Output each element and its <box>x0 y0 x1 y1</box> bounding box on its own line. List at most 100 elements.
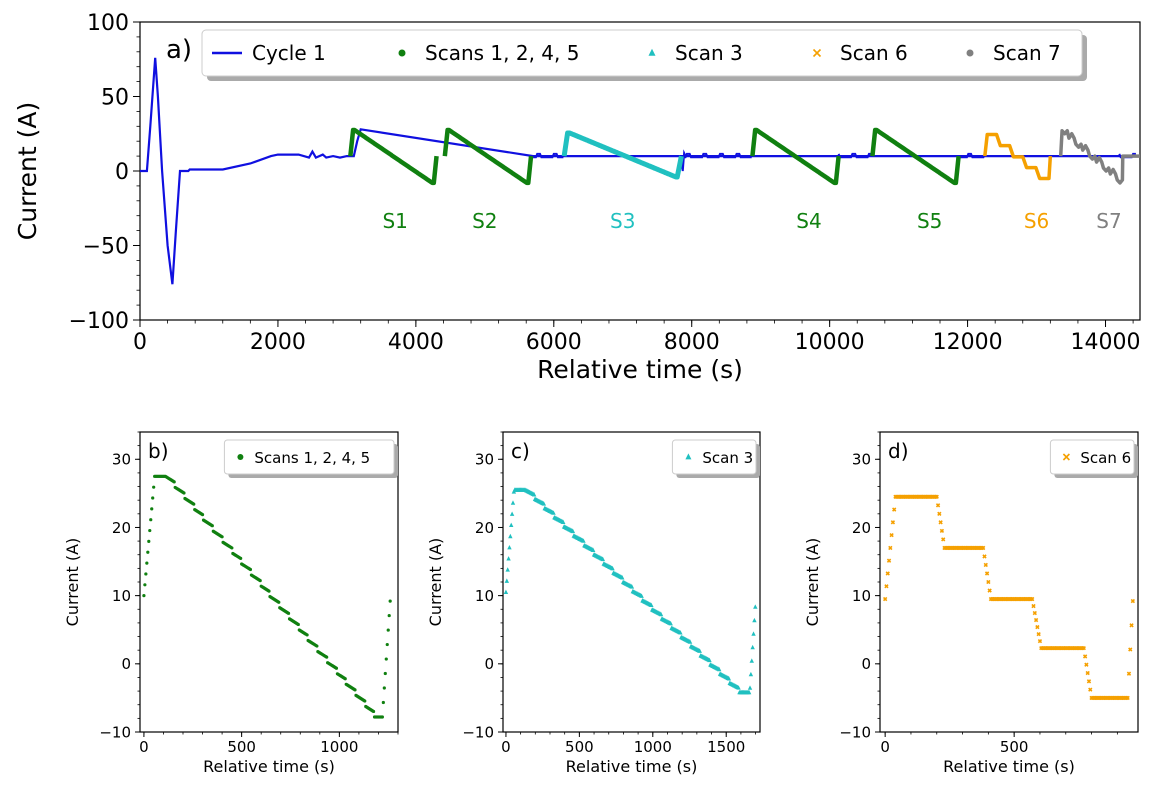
y-axis-label: Current (A) <box>13 102 42 240</box>
data-point <box>151 496 155 500</box>
data-point <box>882 596 888 602</box>
data-point <box>610 565 615 571</box>
data-point <box>1085 670 1090 676</box>
x-tick-label: 0 <box>880 738 890 756</box>
y-tick-label: 20 <box>112 519 131 537</box>
axes-a: 0 2000 4000 6000 8000 10000 12000 14000 −100 −50 0… <box>13 11 1141 384</box>
data-point <box>239 556 243 561</box>
data-point <box>1037 638 1043 644</box>
data-point <box>200 512 205 517</box>
y-tick-label: 20 <box>475 519 494 537</box>
data-point <box>939 528 945 534</box>
data-point <box>506 556 511 561</box>
series-scans-1-2-4-5-segment-3 <box>750 127 841 186</box>
plot-area-a <box>140 57 1140 285</box>
series-b <box>142 474 392 719</box>
data-point <box>1129 623 1134 628</box>
series-cycle-1-baseline <box>958 152 986 159</box>
data-point <box>886 558 892 563</box>
axes-b: 0 500 1000 −10 0 10 20 30 Relative time (s) Curre… <box>63 431 399 776</box>
sawtooth-line <box>348 127 439 186</box>
x-tick-label: 2000 <box>250 330 306 355</box>
data-point <box>192 502 196 506</box>
data-point <box>551 510 556 515</box>
sawtooth-line <box>750 127 841 186</box>
data-point <box>296 622 300 627</box>
data-point <box>1081 645 1086 651</box>
data-point <box>385 642 389 647</box>
data-point <box>707 657 712 663</box>
annotation-s1: S1 <box>382 209 407 233</box>
x-tick-label: 1000 <box>634 738 672 756</box>
data-point <box>687 639 693 644</box>
x-tick-label: 500 <box>227 738 256 756</box>
y-tick-label: 30 <box>475 451 494 469</box>
data-point <box>678 630 683 635</box>
data-point <box>581 538 586 543</box>
data-point <box>1031 603 1036 609</box>
x-tick-label: 500 <box>565 738 594 756</box>
data-point <box>286 611 291 615</box>
x-tick-label: 1500 <box>707 738 745 756</box>
data-point <box>381 700 385 705</box>
y-tick-label: 0 <box>115 160 129 185</box>
sawtooth-line <box>870 127 961 186</box>
data-point <box>315 644 319 648</box>
data-point <box>509 511 515 516</box>
scan-3-line <box>561 130 684 180</box>
data-point <box>649 602 654 608</box>
legend-box <box>1049 439 1135 475</box>
legend-label: Scan 3 <box>675 41 743 65</box>
data-point <box>590 547 596 552</box>
data-point <box>505 567 510 572</box>
data-point <box>697 648 702 653</box>
data-point <box>510 500 516 505</box>
legend-box <box>671 439 757 475</box>
data-point <box>146 550 150 554</box>
x-tick-label: 10000 <box>795 330 865 355</box>
legend-box <box>201 29 1083 77</box>
series-cycle-1-baseline <box>533 152 564 159</box>
series-cycle-1-baseline <box>681 152 752 159</box>
x-tick-label: 0 <box>133 330 147 355</box>
x-tick-label: 0 <box>501 738 511 756</box>
data-point <box>325 655 329 659</box>
data-point <box>267 589 271 593</box>
data-point <box>639 593 644 598</box>
data-point <box>541 501 547 506</box>
y-tick-label: 20 <box>852 519 871 537</box>
y-axis-label: Current (A) <box>803 538 822 627</box>
data-point <box>150 507 154 511</box>
annotation-s5: S5 <box>917 209 942 233</box>
y-axis-label: Current (A) <box>63 538 82 627</box>
data-point <box>752 617 757 623</box>
data-point <box>716 666 722 672</box>
data-point <box>892 507 897 512</box>
annotation-s3: S3 <box>610 209 635 233</box>
y-tick-label: −50 <box>83 234 129 259</box>
data-point <box>143 583 147 587</box>
data-point <box>230 546 234 550</box>
data-point <box>620 575 625 580</box>
data-point <box>937 511 942 516</box>
y-axis-label: Current (A) <box>426 538 445 627</box>
legend-swatch <box>966 49 974 57</box>
data-point <box>561 519 566 524</box>
data-point <box>984 571 990 576</box>
data-point <box>1130 598 1136 604</box>
data-point <box>507 544 512 550</box>
data-point <box>508 533 513 539</box>
data-point <box>305 633 309 637</box>
data-point <box>987 588 992 593</box>
data-point <box>751 631 756 636</box>
x-tick-label: 8000 <box>664 330 720 355</box>
data-point <box>726 676 732 681</box>
data-point <box>668 620 673 626</box>
legend-d: Scan 6 <box>1049 439 1138 478</box>
panel-label-c: c) <box>511 439 530 463</box>
data-point <box>884 584 889 589</box>
data-point <box>890 520 896 525</box>
data-point <box>1082 654 1088 659</box>
legend-label: Scan 3 <box>702 449 753 467</box>
